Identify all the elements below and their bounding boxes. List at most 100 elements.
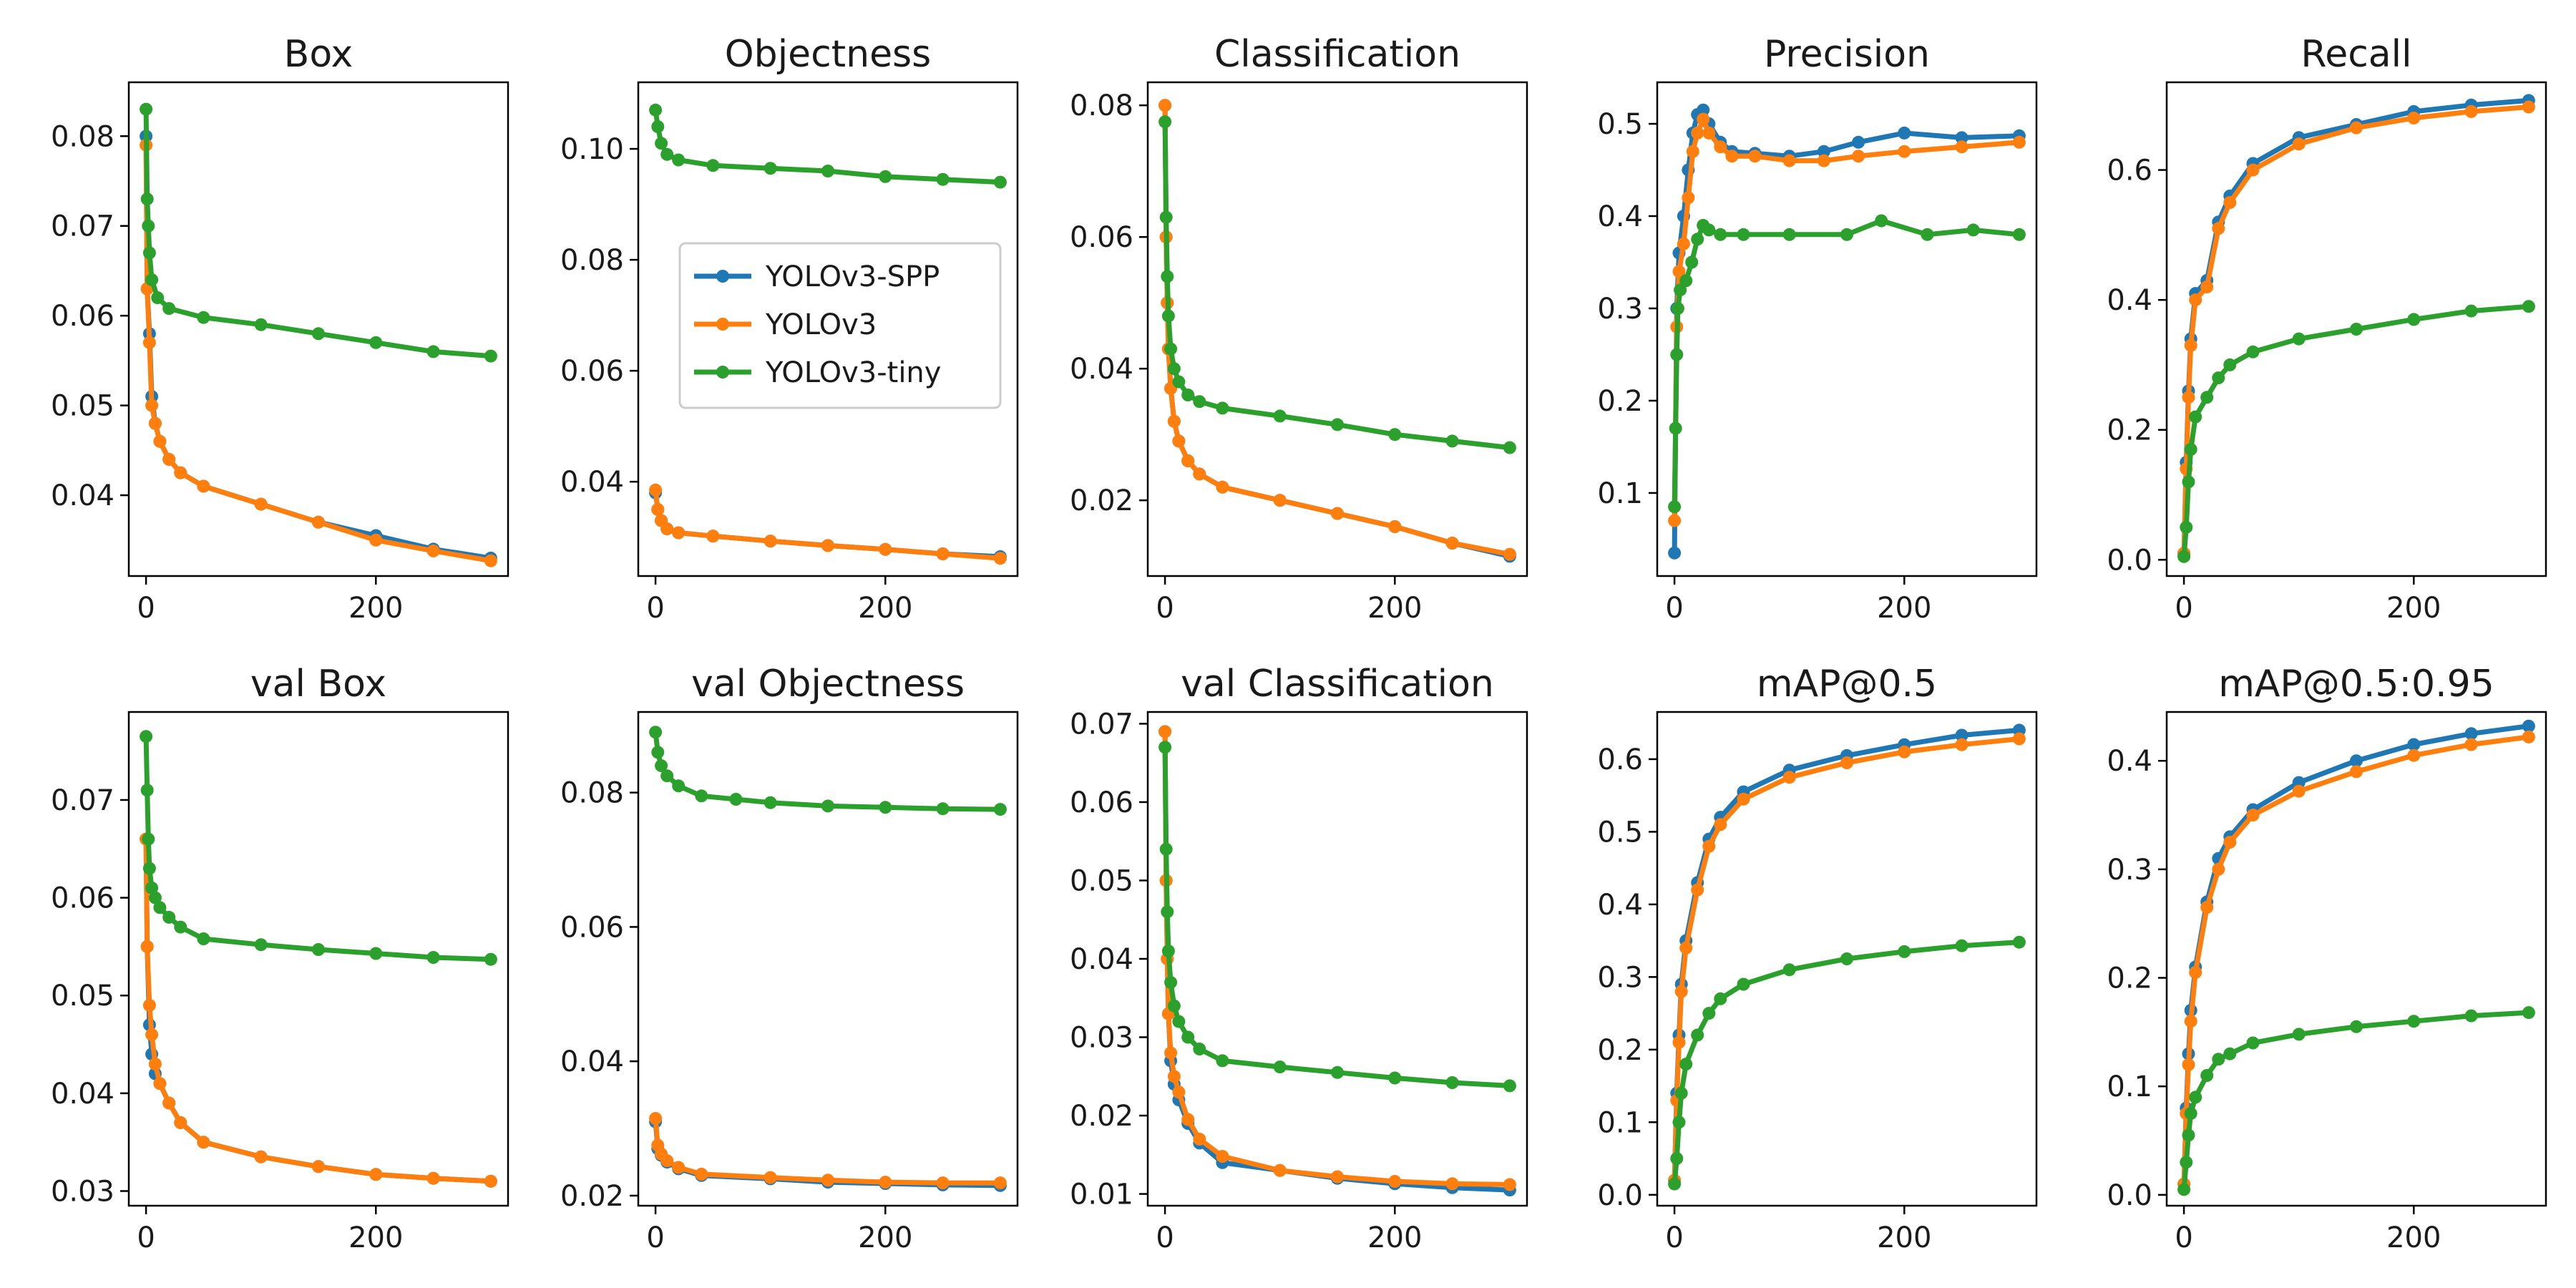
series-yolov3-tiny (140, 102, 497, 363)
data-point (142, 862, 156, 875)
series-line (2181, 104, 2532, 556)
data-point (174, 466, 187, 479)
data-point (1161, 945, 1175, 957)
legend-entry-yolov3-spp: YOLOv3-SPP (694, 260, 940, 293)
x-tick-label: 0 (137, 1221, 155, 1254)
data-point (1702, 839, 1716, 853)
data-point (1172, 1085, 1186, 1099)
y-tick-label: 0.1 (2107, 1070, 2152, 1103)
data-point (1159, 210, 1173, 224)
data-point (1672, 1116, 1686, 1129)
x-tick-label: 200 (2386, 1221, 2441, 1254)
legend-label: YOLOv3-tiny (765, 356, 941, 389)
y-tick-label: 0.06 (560, 355, 624, 388)
data-point (936, 802, 950, 816)
x-tick-label: 200 (858, 592, 912, 625)
data-point (369, 947, 383, 960)
data-point (2012, 935, 2026, 949)
subplot-title: Classification (1214, 33, 1460, 76)
data-point (1679, 1058, 1693, 1071)
data-point (655, 137, 668, 150)
data-point (484, 554, 497, 567)
subplot-val-box: val Box 0.03 0.04 0.05 0.06 0.07 0 200 (51, 663, 509, 1254)
series-yolov3 (140, 138, 497, 567)
y-tick-label: 0.0 (1597, 1179, 1643, 1212)
data-point (142, 336, 156, 349)
data-point (142, 998, 156, 1012)
y-tick-label: 0.08 (51, 120, 114, 153)
subplot-box: Box 0.04 0.05 0.06 0.07 0.08 0 200 (51, 33, 509, 625)
data-point (1158, 115, 1172, 129)
subplot-title: Precision (1764, 33, 1930, 76)
data-point (2212, 862, 2225, 876)
y-tick-label: 0.6 (1597, 743, 1643, 776)
data-point (1682, 191, 1695, 205)
y-tick-label: 0.05 (1070, 864, 1133, 897)
y-tick-label: 0.04 (560, 466, 624, 499)
legend-frame (678, 242, 1002, 409)
data-point (1672, 1035, 1686, 1049)
data-point (153, 901, 167, 914)
data-point (1445, 1177, 1459, 1191)
data-point (2223, 1047, 2237, 1060)
series-yolov3-tiny (140, 730, 497, 966)
data-point (254, 938, 268, 952)
data-point (1331, 1065, 1344, 1079)
data-point (1955, 738, 1968, 751)
data-point (1181, 389, 1195, 401)
data-point (1697, 103, 1710, 117)
x-tick-label: 200 (348, 592, 403, 625)
series-yolov3 (2177, 730, 2535, 1191)
data-point (197, 311, 210, 324)
legend-label: YOLOv3-SPP (765, 260, 940, 293)
data-point (2464, 1009, 2478, 1023)
data-point (2246, 345, 2260, 358)
data-point (1445, 1076, 1459, 1089)
data-point (1672, 265, 1686, 278)
data-point (660, 522, 674, 536)
data-point (1674, 1086, 1688, 1100)
data-point (1172, 434, 1186, 448)
data-point (2200, 901, 2214, 914)
data-point (649, 103, 663, 117)
data-point (148, 416, 162, 430)
series-yolov3-tiny (1158, 741, 1516, 1093)
data-point (1273, 1060, 1287, 1074)
plot-area (140, 730, 497, 1188)
data-point (2464, 104, 2478, 118)
legend-entry-yolov3: YOLOv3 (694, 308, 877, 341)
y-tick-label: 0.08 (560, 244, 624, 277)
x-tick-label: 200 (1367, 592, 1422, 625)
data-point (197, 1136, 210, 1149)
data-point (2464, 727, 2478, 741)
y-tick-label: 0.3 (2107, 854, 2152, 887)
data-point (1782, 154, 1796, 167)
data-point (2350, 1020, 2363, 1033)
data-point (197, 932, 210, 945)
data-point (695, 789, 708, 803)
subplot-title: val Objectness (691, 663, 965, 706)
data-point (879, 1176, 892, 1189)
y-tick-label: 0.5 (1597, 108, 1643, 141)
data-point (140, 730, 153, 743)
data-point (1737, 228, 1750, 241)
data-point (1503, 547, 1516, 561)
y-tick-label: 0.06 (1070, 786, 1133, 819)
data-point (2464, 304, 2478, 318)
data-point (2184, 1015, 2197, 1028)
data-point (162, 452, 176, 466)
data-point (993, 175, 1007, 189)
y-tick-label: 0.04 (1070, 943, 1133, 976)
data-point (148, 891, 162, 904)
axes-frame (2165, 711, 2547, 1207)
data-point (1668, 1177, 1682, 1191)
data-point (1216, 1150, 1229, 1163)
data-point (1167, 362, 1181, 376)
data-point (993, 803, 1007, 816)
y-tick-label: 0.4 (1597, 889, 1643, 922)
data-point (312, 943, 325, 956)
data-point (1164, 342, 1178, 356)
data-point (1840, 756, 1853, 769)
y-tick-label: 0.06 (1070, 221, 1133, 254)
x-tick-label: 0 (646, 1221, 664, 1254)
